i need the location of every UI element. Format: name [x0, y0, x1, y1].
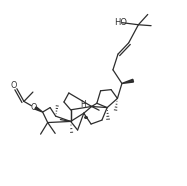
Text: O: O — [10, 81, 17, 90]
Text: O: O — [30, 103, 36, 112]
Polygon shape — [122, 79, 134, 84]
Polygon shape — [35, 107, 43, 112]
Text: HO: HO — [114, 18, 127, 27]
Text: H: H — [80, 100, 86, 109]
